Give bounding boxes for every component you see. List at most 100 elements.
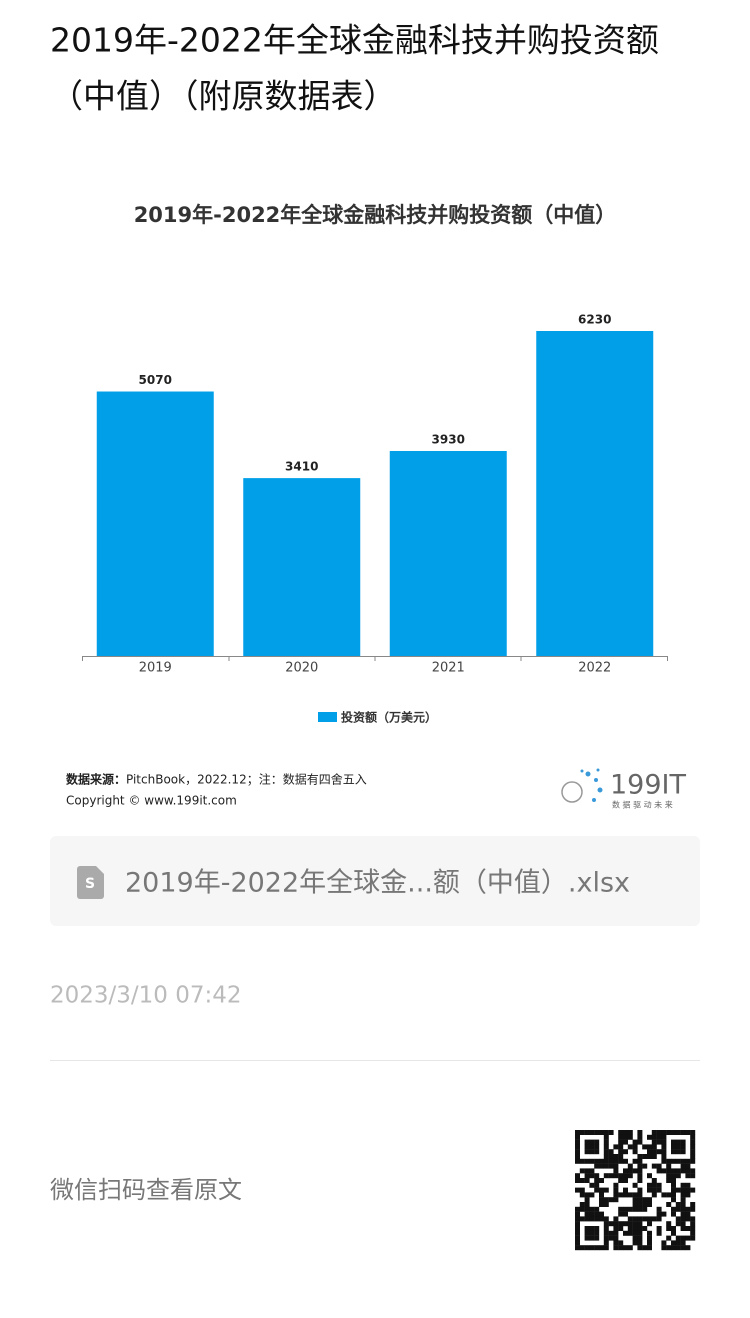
qr-module (675, 1149, 681, 1155)
qr-module (690, 1149, 696, 1155)
file-name[interactable]: 2019年-2022年全球金...额（中值）.xlsx (125, 868, 630, 899)
qr-module (651, 1139, 657, 1145)
qr-module (589, 1130, 595, 1135)
qr-module (647, 1187, 652, 1193)
qr-module (647, 1245, 652, 1251)
qr-module (690, 1173, 696, 1179)
qr-module (599, 1197, 604, 1203)
qr-module (656, 1226, 662, 1231)
qr-module (647, 1230, 652, 1236)
value-label: 3930 (432, 432, 465, 446)
qr-module (599, 1130, 604, 1135)
qr-module (613, 1192, 619, 1198)
qr-module (632, 1192, 638, 1198)
qr-module (642, 1144, 648, 1150)
qr-module (589, 1245, 595, 1251)
qr-module (671, 1144, 676, 1150)
qr-module (618, 1206, 624, 1212)
copyright: Copyright © www.199it.com (66, 794, 237, 808)
qr-code[interactable] (575, 1130, 696, 1251)
qr-module (575, 1230, 580, 1236)
qr-module (637, 1197, 643, 1203)
qr-module (637, 1226, 643, 1231)
qr-module (618, 1211, 624, 1217)
qr-module (603, 1149, 609, 1155)
qr-module (603, 1230, 609, 1236)
qr-module (594, 1178, 600, 1183)
qr-module (675, 1130, 681, 1135)
qr-module (671, 1139, 676, 1145)
qr-module (690, 1158, 696, 1164)
qr-module (589, 1230, 595, 1236)
qr-module (589, 1139, 595, 1145)
bar (389, 450, 507, 656)
qr-module (589, 1168, 595, 1174)
qr-module (685, 1182, 691, 1188)
qr-module (618, 1226, 624, 1231)
qr-module (675, 1216, 681, 1222)
qr-module (575, 1178, 580, 1183)
x-tick-label: 2019 (139, 661, 172, 676)
qr-module (589, 1216, 595, 1222)
qr-module (675, 1202, 681, 1207)
qr-module (584, 1144, 590, 1150)
qr-module (661, 1158, 667, 1164)
qr-module (623, 1245, 628, 1251)
qr-module (690, 1235, 696, 1241)
qr-module (589, 1226, 595, 1231)
qr-module (651, 1178, 657, 1183)
qr-module (584, 1192, 590, 1198)
qr-module (589, 1144, 595, 1150)
qr-module (603, 1163, 609, 1169)
qr-module (675, 1240, 681, 1246)
qr-module (584, 1245, 590, 1251)
qr-module (579, 1178, 585, 1183)
qr-module (671, 1192, 676, 1198)
qr-module (618, 1154, 624, 1159)
qr-module (613, 1154, 619, 1159)
qr-module (575, 1206, 580, 1212)
qr-module (666, 1192, 672, 1198)
qr-module (647, 1182, 652, 1188)
qr-module (685, 1173, 691, 1179)
qr-module (632, 1206, 638, 1212)
qr-module (656, 1139, 662, 1145)
qr-module (675, 1168, 681, 1174)
qr-module (685, 1206, 691, 1212)
qr-module (599, 1211, 604, 1217)
qr-module (584, 1211, 590, 1217)
qr-module (603, 1130, 609, 1135)
qr-module (589, 1192, 595, 1198)
qr-module (690, 1134, 696, 1140)
qr-module (613, 1168, 619, 1174)
qr-module (623, 1178, 628, 1183)
qr-module (584, 1178, 590, 1183)
qr-module (675, 1221, 681, 1227)
qr-module (579, 1202, 585, 1207)
qr-module (680, 1226, 686, 1231)
x-tick-label: 2021 (432, 661, 465, 676)
attachment[interactable] (50, 836, 700, 926)
qr-module (623, 1149, 628, 1155)
qr-module (594, 1130, 600, 1135)
qr-module (690, 1206, 696, 1212)
x-tick-label: 2022 (578, 661, 611, 676)
qr-module (656, 1230, 662, 1236)
qr-module (651, 1216, 657, 1222)
qr-module (618, 1144, 624, 1150)
logo-icon (561, 768, 603, 803)
qr-module (603, 1154, 609, 1159)
qr-module (608, 1149, 614, 1155)
qr-module (685, 1187, 691, 1193)
qr-module (618, 1192, 624, 1198)
qr-module (675, 1173, 681, 1179)
qr-module (651, 1154, 657, 1159)
qr-module (671, 1130, 676, 1135)
qr-module (603, 1187, 609, 1193)
qr-module (651, 1182, 657, 1188)
qr-module (632, 1240, 638, 1246)
qr-module (627, 1168, 633, 1174)
qr-module (632, 1235, 638, 1241)
qr-module (594, 1235, 600, 1241)
